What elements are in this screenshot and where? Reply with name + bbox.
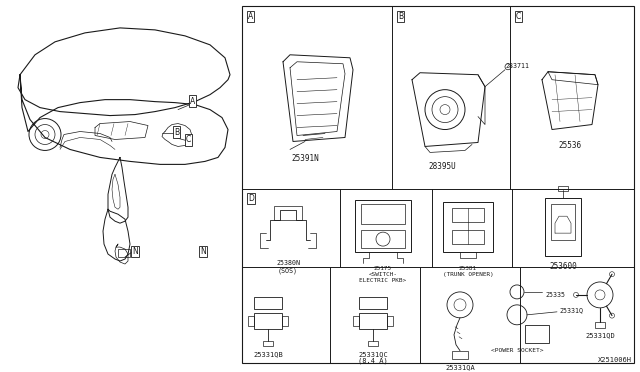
Text: 28395U: 28395U	[428, 163, 456, 171]
Text: 253600: 253600	[549, 262, 577, 271]
Bar	[361, 204, 405, 224]
Text: 25331Q: 25331Q	[559, 307, 583, 313]
Bar	[452, 208, 484, 222]
Bar	[254, 297, 282, 309]
Text: <POWER SOCKET>: <POWER SOCKET>	[491, 348, 543, 353]
Text: 25335: 25335	[545, 292, 565, 298]
Text: 25175
<SWITCH-
ELECTRIC PKB>: 25175 <SWITCH- ELECTRIC PKB>	[360, 266, 406, 283]
Text: C: C	[186, 135, 191, 144]
Text: D: D	[248, 194, 254, 203]
Bar	[525, 325, 549, 343]
Bar	[282, 316, 288, 326]
Text: 25331QA: 25331QA	[445, 365, 475, 371]
Bar	[248, 316, 254, 326]
Bar	[387, 316, 393, 326]
Text: 25331QB: 25331QB	[253, 351, 283, 357]
Bar	[263, 341, 273, 346]
Text: A: A	[248, 12, 253, 21]
Bar	[595, 322, 605, 328]
Bar	[558, 186, 568, 191]
Text: 25391N: 25391N	[291, 154, 319, 163]
Bar	[452, 230, 484, 244]
Bar	[359, 313, 387, 329]
Text: B: B	[174, 128, 179, 137]
Bar	[551, 204, 575, 240]
Text: N: N	[132, 247, 138, 256]
Bar	[353, 316, 359, 326]
Text: B: B	[398, 12, 403, 21]
Bar	[545, 198, 581, 256]
Bar	[361, 230, 405, 248]
Text: 25381
(TRUNK OPENER): 25381 (TRUNK OPENER)	[443, 266, 493, 277]
Text: X251006H: X251006H	[598, 357, 632, 363]
Bar	[274, 206, 302, 220]
Text: 25331QC
(8.4 A): 25331QC (8.4 A)	[358, 351, 388, 364]
Bar	[368, 341, 378, 346]
Bar	[355, 200, 411, 252]
Bar	[242, 6, 634, 363]
Bar	[359, 297, 387, 309]
Bar	[443, 202, 493, 252]
Text: 25331QD: 25331QD	[585, 332, 615, 338]
Text: 283711: 283711	[505, 63, 529, 69]
Bar	[452, 351, 468, 359]
Text: A: A	[190, 97, 195, 106]
Text: N: N	[200, 247, 205, 256]
Text: 25380N
(SOS): 25380N (SOS)	[276, 260, 300, 273]
Bar	[254, 313, 282, 329]
Text: C: C	[516, 12, 521, 21]
Bar	[118, 249, 130, 257]
Text: 25536: 25536	[559, 141, 582, 150]
